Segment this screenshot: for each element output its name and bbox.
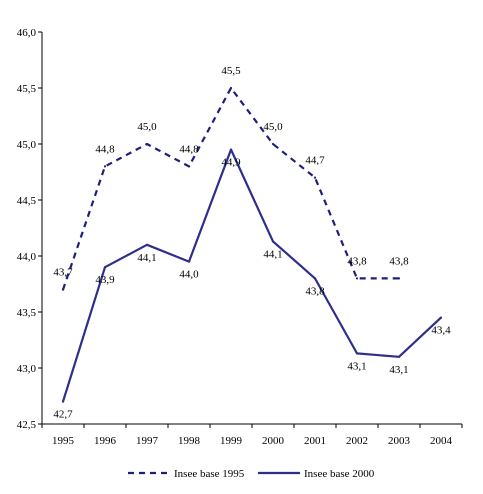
data-label: 45,5 (221, 65, 241, 77)
data-label: 43,8 (347, 255, 367, 267)
x-tick-label: 1998 (178, 435, 201, 447)
data-label: 45,0 (263, 121, 283, 133)
data-label: 43,4 (431, 325, 451, 337)
y-tick-label: 45,5 (17, 83, 37, 95)
data-point (313, 277, 317, 280)
data-point (397, 355, 401, 358)
x-tick-label: 1997 (136, 435, 159, 447)
data-point (397, 277, 401, 280)
data-label: 43,8 (305, 285, 325, 297)
chart-data-labels: 43,7 44,8 45,0 44,8 45,5 45,0 44,7 43,8 43,8 42,7… (53, 65, 451, 421)
chart-legend: Insee base 1995 Insee base 2000 (128, 468, 375, 480)
data-point (271, 142, 275, 146)
data-label: 42,7 (53, 409, 73, 421)
y-tick-label: 43,0 (17, 363, 37, 375)
data-point (229, 86, 233, 90)
data-point (145, 243, 149, 246)
x-tick-label: 1999 (220, 435, 243, 447)
data-point (439, 316, 443, 319)
data-label: 44,1 (263, 248, 282, 260)
data-point (145, 142, 149, 146)
chart-tick-labels: 42,5 43,0 43,5 44,0 44,5 45,0 45,5 46,0 1995 1996… (17, 27, 453, 447)
chart-axes (38, 31, 463, 428)
data-point (61, 288, 65, 291)
y-tick-label: 46,0 (17, 27, 37, 39)
series-line-1 (61, 86, 399, 290)
x-tick-label: 1995 (52, 435, 75, 447)
data-label: 43,8 (389, 255, 409, 267)
chart-series (61, 86, 443, 403)
data-point (187, 165, 191, 168)
data-label: 43,7 (53, 267, 73, 279)
data-point (103, 266, 107, 269)
x-tick-label: 2000 (262, 435, 285, 447)
data-point (103, 165, 107, 168)
x-tick-label: 2004 (430, 435, 453, 447)
y-tick-label: 45,0 (17, 139, 37, 151)
legend-label-1: Insee base 1995 (174, 468, 245, 480)
data-label: 44,7 (305, 155, 325, 167)
data-point (187, 260, 191, 263)
x-tick-label: 2003 (388, 435, 411, 447)
y-tick-label: 43,5 (17, 307, 37, 319)
data-point (229, 148, 233, 151)
data-label: 44,8 (179, 143, 199, 155)
data-point (271, 240, 275, 243)
data-label: 43,9 (95, 274, 115, 286)
data-point (355, 352, 359, 355)
x-tick-label: 2001 (304, 435, 326, 447)
data-label: 44,9 (221, 157, 241, 169)
data-label: 43,1 (347, 360, 366, 372)
data-point (61, 400, 65, 403)
data-label: 43,1 (389, 364, 408, 376)
y-tick-label: 42,5 (17, 419, 37, 431)
data-label: 44,8 (95, 143, 115, 155)
series-line-2 (61, 148, 442, 402)
y-tick-label: 44,5 (17, 195, 37, 207)
x-tick-label: 2002 (346, 435, 368, 447)
data-label: 44,1 (137, 252, 156, 264)
data-label: 44,0 (179, 269, 199, 281)
y-tick-label: 44,0 (17, 251, 37, 263)
data-label: 45,0 (137, 121, 157, 133)
data-point (313, 176, 317, 179)
data-point (355, 277, 359, 280)
x-tick-label: 1996 (94, 435, 117, 447)
legend-label-2: Insee base 2000 (304, 468, 375, 480)
